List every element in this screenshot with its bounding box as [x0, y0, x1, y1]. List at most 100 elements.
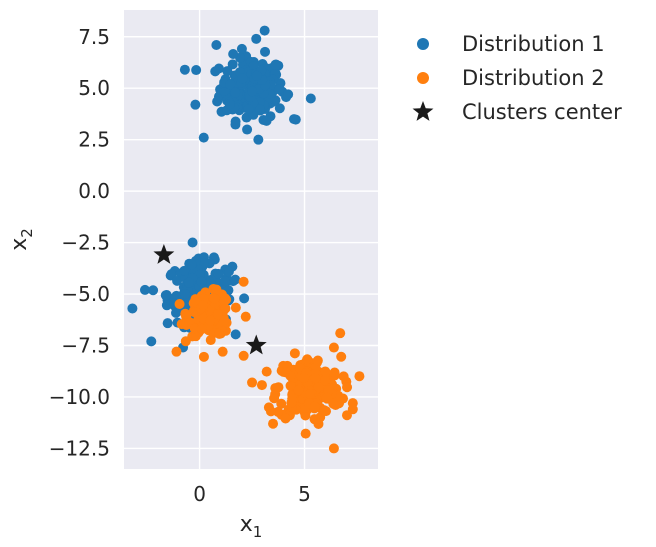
y-tick-label: −5.0 [61, 282, 110, 306]
data-point [347, 404, 358, 415]
y-tick-labels: 7.5 5.0 2.5 0.0 −2.5 −5.0 −7.5 −10.0 −12.5 [49, 25, 110, 461]
x-axis-label-base: x [240, 512, 253, 537]
y-tick-label: −12.5 [49, 436, 110, 460]
y-tick-label: −2.5 [61, 231, 110, 255]
data-point [253, 134, 264, 145]
data-point [265, 406, 276, 417]
data-point [302, 354, 313, 365]
data-point [139, 284, 150, 295]
data-point [212, 96, 223, 107]
y-tick-label: 7.5 [78, 25, 110, 49]
data-point [259, 25, 270, 36]
data-point [179, 265, 190, 276]
data-point [171, 346, 182, 357]
legend: Distribution 1 Distribution 2 Clusters c… [412, 32, 622, 124]
x-tick-label: 5 [298, 482, 311, 506]
data-point [228, 48, 239, 59]
data-point [260, 46, 271, 57]
legend-label-distribution-1: Distribution 1 [462, 32, 605, 56]
data-point [273, 406, 284, 417]
data-point [289, 348, 300, 359]
data-point [276, 398, 287, 409]
data-point [247, 86, 258, 97]
data-point [189, 323, 200, 334]
data-point [227, 59, 238, 70]
data-point [160, 290, 171, 301]
y-tick-label: 2.5 [78, 128, 110, 152]
data-point [247, 377, 258, 388]
data-point [237, 73, 248, 84]
data-point [312, 355, 323, 366]
data-point [191, 65, 202, 76]
data-point [238, 350, 249, 361]
x-tick-label: 0 [193, 482, 206, 506]
data-point [242, 124, 253, 135]
data-point [230, 302, 241, 313]
data-point [328, 342, 339, 353]
data-point [186, 259, 197, 270]
data-point [268, 418, 279, 429]
data-point [322, 392, 333, 403]
series-3 [153, 243, 267, 355]
cluster-center-star-icon [245, 334, 267, 355]
data-point [180, 289, 191, 300]
data-point [196, 324, 207, 335]
legend-label-distribution-2: Distribution 2 [462, 66, 605, 90]
data-point [213, 268, 224, 279]
data-point [239, 293, 250, 304]
y-tick-label: −7.5 [61, 334, 110, 358]
data-point [212, 309, 223, 320]
data-point [310, 372, 321, 383]
data-point [162, 318, 173, 329]
data-point [224, 99, 235, 110]
data-points [127, 25, 365, 454]
data-point [220, 303, 231, 314]
data-point [313, 381, 324, 392]
data-point [336, 351, 347, 362]
data-point [338, 371, 349, 382]
y-axis-label-base: x [7, 238, 32, 251]
data-point [298, 372, 309, 383]
data-point [210, 66, 221, 77]
data-point [329, 367, 340, 378]
data-point [320, 366, 331, 377]
data-point [219, 276, 230, 287]
data-point [285, 371, 296, 382]
data-point [287, 393, 298, 404]
data-point [230, 329, 241, 340]
y-tick-label: 5.0 [78, 76, 110, 100]
data-point [219, 295, 230, 306]
data-point [211, 39, 222, 50]
data-point [190, 331, 201, 342]
data-point [205, 335, 216, 346]
y-axis-label: x2 [7, 228, 36, 251]
data-point [320, 375, 331, 386]
data-point [243, 103, 254, 114]
data-point [274, 103, 285, 114]
data-point [251, 70, 262, 81]
legend-marker-distribution-1 [417, 38, 429, 50]
data-point [171, 307, 182, 318]
data-point [256, 380, 267, 391]
x-axis-label: x1 [240, 512, 263, 541]
data-point [209, 293, 220, 304]
data-point [187, 237, 198, 248]
data-point [328, 443, 339, 454]
data-point [255, 104, 266, 115]
data-point [148, 285, 159, 296]
data-point [261, 366, 272, 377]
data-point [146, 336, 157, 347]
y-axis-label-subscript: 2 [18, 228, 36, 238]
data-point [305, 93, 316, 104]
legend-marker-distribution-2 [417, 72, 429, 84]
data-point [180, 308, 191, 319]
data-point [328, 398, 339, 409]
data-point [300, 428, 311, 439]
legend-label-clusters-center: Clusters center [462, 100, 622, 124]
data-point [205, 315, 216, 326]
data-point [198, 132, 209, 143]
data-point [251, 33, 262, 44]
data-point [198, 351, 209, 362]
